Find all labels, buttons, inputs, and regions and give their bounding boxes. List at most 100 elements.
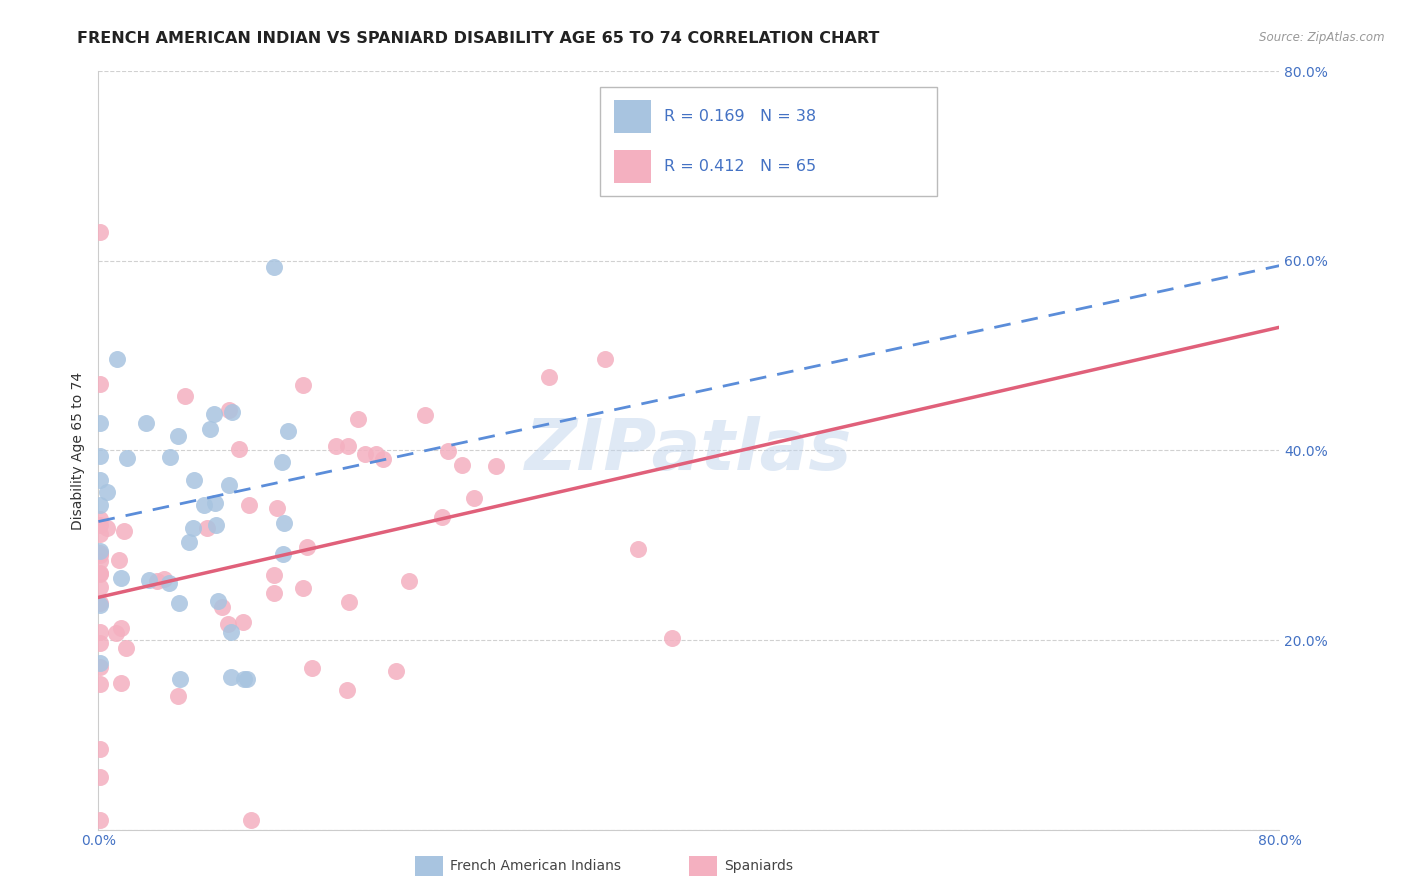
Point [89, 580, 111, 594]
Point [89, 473, 111, 487]
Point [217, 616, 239, 631]
Point [104, 626, 127, 640]
Point [347, 411, 370, 425]
Point [219, 670, 242, 684]
Point [89, 546, 111, 560]
Point [89, 543, 111, 558]
Point [538, 370, 561, 384]
Point [207, 594, 229, 608]
Point [238, 498, 260, 512]
Text: Source: ZipAtlas.com: Source: ZipAtlas.com [1260, 31, 1385, 45]
Point [96, 484, 118, 499]
Point [366, 447, 388, 461]
Point [451, 458, 474, 472]
Point [183, 473, 205, 487]
Point [89, 599, 111, 613]
Point [89, 625, 111, 640]
Point [415, 409, 437, 423]
Point [232, 672, 254, 686]
Point [89, 554, 111, 568]
Point [430, 509, 453, 524]
Point [627, 542, 650, 557]
Point [232, 615, 254, 629]
Point [240, 813, 263, 827]
Point [236, 673, 259, 687]
Point [89, 512, 111, 526]
Point [179, 535, 201, 549]
Point [169, 672, 191, 686]
Point [89, 548, 111, 562]
Point [295, 540, 318, 554]
Point [146, 574, 169, 588]
Point [89, 596, 111, 610]
Point [89, 566, 111, 580]
Point [89, 677, 111, 691]
Point [301, 661, 323, 675]
Point [336, 683, 359, 698]
Point [373, 452, 395, 467]
Text: ZIPatlas: ZIPatlas [526, 416, 852, 485]
Point [105, 351, 128, 366]
Point [263, 585, 285, 599]
Point [228, 442, 250, 456]
Point [167, 596, 190, 610]
Point [221, 405, 243, 419]
Point [89, 225, 111, 239]
Point [485, 458, 508, 473]
Point [135, 417, 157, 431]
Point [337, 595, 360, 609]
Point [271, 547, 294, 561]
Point [436, 443, 458, 458]
Point [89, 377, 111, 392]
Point [115, 641, 138, 656]
Point [292, 582, 315, 596]
Point [89, 659, 111, 673]
Point [173, 389, 195, 403]
Point [218, 478, 240, 492]
Point [89, 656, 111, 670]
Point [219, 625, 242, 640]
Text: French American Indians: French American Indians [450, 859, 621, 873]
Point [110, 571, 132, 585]
Text: Spaniards: Spaniards [724, 859, 793, 873]
Point [273, 516, 295, 531]
Point [153, 572, 176, 586]
Point [204, 518, 226, 533]
Point [89, 770, 111, 784]
Point [385, 664, 408, 678]
Point [89, 498, 111, 512]
Point [110, 621, 132, 635]
Point [463, 491, 485, 506]
Point [89, 566, 111, 581]
Point [89, 518, 111, 533]
Point [291, 377, 314, 392]
Point [89, 813, 111, 827]
Point [167, 429, 190, 443]
Point [398, 574, 420, 589]
Point [277, 425, 299, 439]
Point [89, 741, 111, 756]
Point [117, 450, 139, 465]
Point [204, 407, 226, 421]
Point [89, 526, 111, 541]
Point [112, 524, 135, 539]
Point [89, 450, 111, 464]
Point [661, 632, 683, 646]
Point [354, 447, 377, 461]
Point [89, 636, 111, 650]
Point [204, 496, 226, 510]
Point [110, 676, 132, 690]
Point [138, 573, 160, 587]
Point [325, 439, 347, 453]
Point [218, 402, 240, 417]
Y-axis label: Disability Age 65 to 74: Disability Age 65 to 74 [70, 371, 84, 530]
Point [193, 498, 215, 512]
Point [271, 454, 294, 468]
Point [89, 416, 111, 430]
Point [195, 520, 218, 534]
Text: FRENCH AMERICAN INDIAN VS SPANIARD DISABILITY AGE 65 TO 74 CORRELATION CHART: FRENCH AMERICAN INDIAN VS SPANIARD DISAB… [77, 31, 880, 46]
Point [263, 260, 285, 274]
Point [108, 553, 131, 567]
Point [159, 450, 181, 464]
Point [337, 439, 360, 453]
